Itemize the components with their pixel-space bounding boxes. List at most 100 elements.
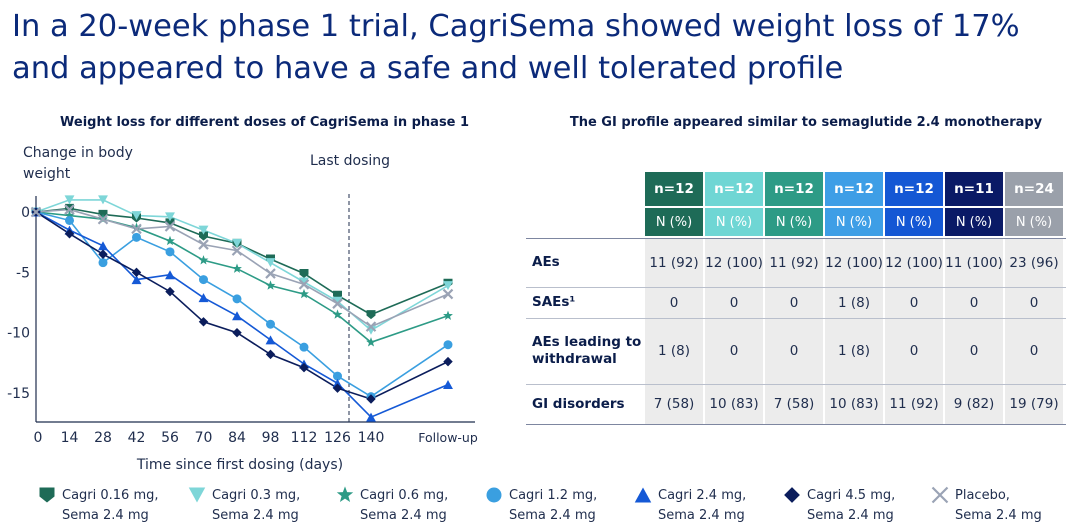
table-cell: 11 (92) [889,396,939,412]
x-tick-label: 98 [262,430,280,446]
data-point [198,255,209,265]
table-cell: 9 (82) [953,396,995,412]
data-point [333,371,342,381]
legend-item: Cagri 0.16 mg, Sema 2.4 mg [38,484,186,528]
column-header-n: n=11 [945,172,1003,206]
column-header-n: n=12 [645,172,703,206]
x-axis-label: Time since first dosing (days) [136,457,344,473]
table-cell: 11 (92) [769,254,819,271]
data-point [366,310,376,320]
data-point [299,362,309,373]
x-tick-label: 70 [195,430,213,446]
data-point [199,275,208,285]
series-line-2 [35,211,449,344]
column-shade [645,238,703,424]
table-divider [526,384,1066,385]
data-point [232,327,242,338]
data-point [442,288,454,300]
series-line-3 [35,211,449,398]
data-point [65,215,74,225]
data-point [165,235,175,246]
column-subheader: N (%) [825,208,883,236]
x-tick-label: 56 [161,430,179,446]
y-tick-label: 0 [21,205,30,221]
legend-item: Placebo, Sema 2.4 mg [931,484,1079,528]
column-subheader: N (%) [885,208,943,236]
data-point [232,238,242,248]
data-point [365,321,377,332]
data-point [131,222,142,232]
data-point [332,383,343,393]
data-point [30,206,42,218]
data-point [98,249,108,259]
data-point [98,195,108,205]
data-point [131,211,142,221]
table-cell: 0 [669,294,679,311]
legend-item: Cagri 4.5 mg, Sema 2.4 mg [783,484,931,528]
data-point [198,293,209,303]
column-subheader: N (%) [945,208,1003,236]
legend-item: Cagri 0.6 mg, Sema 2.4 mg [336,484,484,528]
data-point [265,268,276,279]
data-point [443,340,453,350]
table-cell: 12 (100) [885,254,943,271]
data-point [366,337,376,347]
data-point [132,232,141,242]
table-cell: 0 [969,343,979,359]
data-point [64,210,75,220]
table-cell: 7 (58) [653,396,695,412]
table-divider [526,238,1066,239]
table-cell: 23 (96) [1009,254,1059,271]
page-title-line-2: and appeared to have a safe and well tol… [12,51,844,86]
table-cell: 12 (100) [705,254,763,271]
legend-item: Cagri 2.4 mg, Sema 2.4 mg [634,484,782,528]
data-point [198,239,209,250]
data-point [98,258,108,268]
table-divider [526,287,1066,288]
data-point [265,349,276,360]
table-divider [526,424,1066,425]
column-shade [1005,238,1063,424]
table-cell: 12 (100) [825,254,883,271]
chart-legend: Cagri 0.16 mg, Sema 2.4 mg Cagri 0.3 mg, S… [0,484,1080,528]
legend-label: Cagri 0.6 mg, Sema 2.4 mg [360,488,449,523]
table-cell: 0 [789,294,799,311]
column-shade [705,238,763,424]
y-tick-label: -10 [7,326,30,342]
data-point [366,394,376,404]
data-point [299,342,309,352]
page-title-line-1: In a 20-week phase 1 trial, CagriSema sh… [12,9,1020,44]
data-point [64,228,75,239]
triangle-up-icon [634,487,652,503]
data-point [64,204,75,215]
column-subheader: N (%) [645,208,703,236]
data-point [98,241,108,251]
x-tick-label: 42 [128,430,146,446]
table-cell: 0 [729,343,739,359]
data-point [231,245,243,256]
table-cell: 0 [1029,343,1039,359]
table-cell: 11 (100) [945,254,1003,271]
column-shade [945,238,1003,424]
diamond-icon [784,487,800,503]
legend-label: Cagri 2.4 mg, Sema 2.4 mg [658,488,747,523]
table-divider [526,318,1066,319]
data-point [443,281,453,291]
table-cell: 0 [789,343,799,359]
data-point [131,223,142,235]
column-subheader: N (%) [705,208,763,236]
data-point [298,279,310,290]
table-cell: 7 (58) [773,396,815,412]
series-line-0 [35,207,449,316]
legend-label: Cagri 0.3 mg, Sema 2.4 mg [212,488,301,523]
table-cell: 1 (8) [837,343,870,359]
row-label: AEs [532,254,560,270]
y-tick-label: -15 [7,386,30,402]
last-dosing-annotation: Last dosing [310,153,391,169]
series-line-4 [35,211,449,419]
x-tick-label: 140 [358,430,385,446]
data-point [232,294,242,304]
column-shade [765,238,823,424]
data-point [265,258,276,268]
data-point [131,275,142,285]
